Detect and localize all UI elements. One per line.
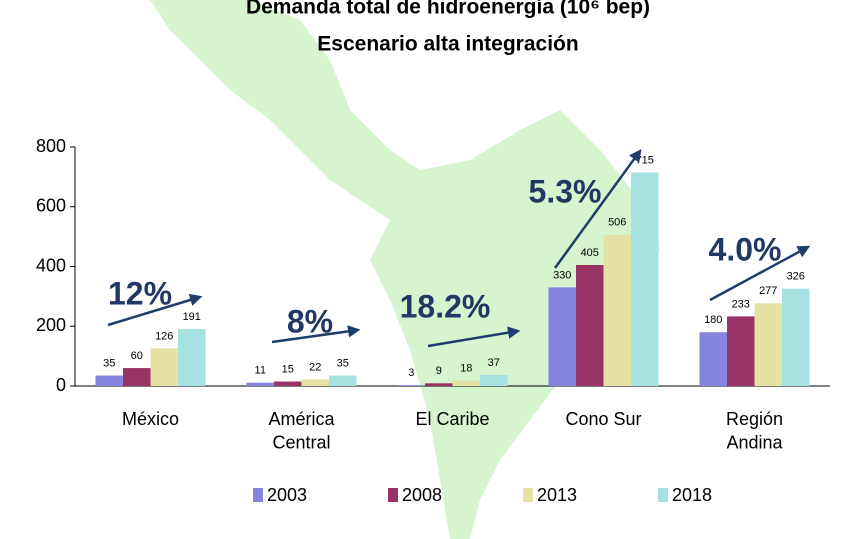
bar xyxy=(397,385,425,386)
bar xyxy=(274,381,302,386)
value-label: 330 xyxy=(553,269,571,281)
growth-arrow xyxy=(553,148,642,269)
growth-arrow xyxy=(427,326,521,348)
growth-label: 5.3% xyxy=(529,173,602,209)
legend-swatch xyxy=(253,488,263,502)
growth-label: 4.0% xyxy=(709,231,782,267)
bar xyxy=(329,375,357,386)
bar xyxy=(425,383,453,386)
value-label: 180 xyxy=(704,314,722,326)
value-label: 126 xyxy=(155,330,173,342)
legend-label: 2018 xyxy=(672,485,712,505)
legend-label: 2003 xyxy=(267,485,307,505)
y-tick-label: 0 xyxy=(56,375,66,395)
bar xyxy=(548,287,576,386)
chart-title: Demanda total de hidroenergía (10⁶ bep) xyxy=(246,0,650,19)
value-label: 9 xyxy=(436,365,442,377)
legend-label: 2008 xyxy=(402,485,442,505)
growth-label: 12% xyxy=(108,275,172,311)
value-label: 15 xyxy=(282,363,294,375)
value-label: 277 xyxy=(759,285,777,297)
bar xyxy=(631,172,659,386)
value-label: 233 xyxy=(732,298,750,310)
value-label: 326 xyxy=(787,271,805,283)
y-tick-label: 200 xyxy=(36,315,66,335)
x-tick-label: Cono Sur xyxy=(565,409,641,429)
bar xyxy=(150,348,178,386)
bar xyxy=(123,368,151,386)
value-label: 60 xyxy=(131,350,143,362)
legend-swatch xyxy=(388,488,398,502)
bar xyxy=(480,374,508,386)
value-label: 22 xyxy=(309,361,321,373)
y-tick-label: 800 xyxy=(36,136,66,156)
value-label: 191 xyxy=(183,311,201,323)
value-label: 37 xyxy=(488,357,500,369)
y-tick-label: 400 xyxy=(36,255,66,275)
growth-label: 8% xyxy=(287,303,333,339)
growth-arrow xyxy=(107,293,203,327)
growth-arrow xyxy=(709,245,811,302)
bar xyxy=(576,265,604,386)
map-background xyxy=(150,0,660,539)
legend-swatch xyxy=(658,488,668,502)
value-label: 35 xyxy=(337,357,349,369)
growth-label: 18.2% xyxy=(400,288,491,324)
value-label: 3 xyxy=(408,367,414,379)
chart-subtitle: Escenario alta integración xyxy=(317,33,578,56)
value-label: 715 xyxy=(636,154,654,166)
bar xyxy=(178,328,206,386)
bar xyxy=(782,288,810,386)
bar xyxy=(452,380,480,386)
legend-swatch xyxy=(523,488,533,502)
x-tick-label: El Caribe xyxy=(415,409,489,429)
bar xyxy=(95,375,123,386)
bar xyxy=(246,382,274,386)
value-label: 506 xyxy=(608,217,626,229)
growth-arrow xyxy=(271,325,361,344)
bar xyxy=(301,379,329,386)
legend-label: 2013 xyxy=(537,485,577,505)
value-label: 405 xyxy=(581,247,599,259)
x-tick-label: América Central xyxy=(268,409,335,452)
value-label: 35 xyxy=(103,357,115,369)
bar xyxy=(699,332,727,386)
bar xyxy=(603,234,631,386)
y-tick-label: 600 xyxy=(36,196,66,216)
value-label: 18 xyxy=(460,363,472,375)
bar xyxy=(754,303,782,386)
value-label: 11 xyxy=(255,365,266,377)
bar xyxy=(727,316,755,386)
x-tick-label: Región Andina xyxy=(726,409,784,452)
x-tick-label: México xyxy=(122,409,179,429)
